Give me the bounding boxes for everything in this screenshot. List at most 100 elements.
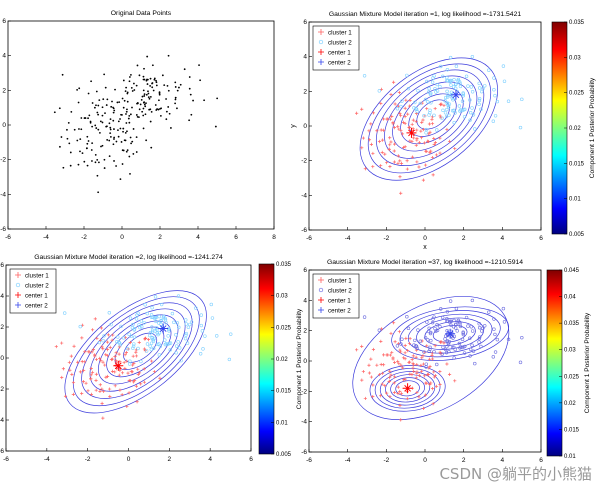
data-point: [424, 365, 428, 369]
axes-frame: [7, 20, 275, 230]
data-point: [395, 344, 400, 348]
data-point: [398, 389, 402, 394]
x-tick-label: 0: [423, 235, 427, 242]
data-point: [128, 80, 131, 83]
x-tick-label: 6: [539, 235, 543, 242]
y-tick-label: 2: [303, 88, 307, 95]
cluster-center-1: [402, 383, 413, 394]
data-point: [101, 338, 105, 343]
data-point: [403, 343, 407, 348]
data-point: [70, 372, 74, 377]
data-point: [131, 140, 134, 143]
data-point: [427, 326, 431, 331]
data-point: [125, 359, 129, 363]
y-tick-label: 2: [0, 324, 4, 331]
data-point: [405, 159, 409, 163]
y-tick-label: -4: [0, 191, 6, 198]
data-point: [393, 102, 397, 106]
data-point: [433, 87, 437, 91]
data-point: [89, 392, 94, 396]
data-point: [393, 375, 397, 379]
data-point: [501, 306, 506, 311]
data-point: [433, 141, 438, 145]
y-axis-label: y: [290, 124, 297, 128]
x-tick-label: 2: [462, 457, 466, 464]
data-point: [165, 342, 170, 346]
data-point: [108, 139, 111, 142]
data-point: [141, 95, 144, 98]
data-point: [121, 97, 124, 100]
data-point: [392, 149, 396, 153]
data-point: [411, 118, 415, 122]
data-point: [159, 302, 164, 307]
data-point: [119, 178, 122, 181]
colorbar-tick-label: 0.015: [276, 389, 292, 395]
data-point: [492, 87, 496, 92]
data-point: [468, 336, 472, 340]
data-point: [421, 354, 425, 358]
data-point: [80, 323, 85, 327]
data-point: [433, 344, 437, 348]
data-point: [68, 142, 71, 145]
data-point: [414, 344, 418, 348]
data-point: [415, 160, 419, 164]
data-point: [417, 165, 421, 169]
colorbar-tick-label: 0.02: [569, 126, 581, 132]
y-tick-label: -4: [301, 419, 307, 426]
data-point: [362, 315, 367, 319]
data-point: [139, 103, 142, 106]
data-point: [113, 128, 115, 130]
data-point: [420, 356, 424, 360]
data-point: [456, 79, 460, 83]
data-point: [96, 174, 99, 177]
data-point: [362, 74, 367, 78]
data-point: [416, 328, 420, 332]
data-point: [426, 338, 430, 342]
data-point: [54, 344, 58, 349]
contour-line: [432, 324, 468, 343]
x-tick-label: -6: [3, 456, 9, 463]
plot-area: [54, 290, 233, 420]
legend-label: center 2: [328, 60, 351, 67]
data-point: [105, 348, 110, 352]
y-tick-label: 6: [0, 262, 4, 269]
legend-symbol: [318, 307, 324, 313]
data-point: [161, 315, 166, 320]
data-point: [452, 77, 456, 82]
data-point: [86, 135, 89, 138]
data-point: [83, 160, 86, 163]
data-point: [428, 347, 432, 352]
data-point: [80, 359, 84, 364]
data-point: [125, 150, 128, 153]
data-point: [229, 332, 233, 336]
data-point: [69, 164, 72, 167]
data-point: [128, 76, 131, 78]
data-point: [109, 322, 113, 327]
data-point: [360, 344, 364, 348]
data-point: [177, 325, 181, 330]
data-point: [454, 322, 458, 326]
data-points: [355, 298, 524, 422]
data-point: [179, 358, 183, 363]
data-point: [124, 131, 127, 134]
legend-symbol: [318, 297, 324, 303]
data-point: [136, 311, 140, 315]
data-point: [176, 89, 179, 92]
data-point: [101, 106, 104, 109]
data-point: [421, 178, 426, 182]
chart-panel-3: -6 -4 -2 0 2 4 6 6 4 2 0 -2 -4 -6 Gaussian Mixture Mod…: [0, 254, 303, 463]
data-point: [143, 93, 146, 96]
data-point: [435, 323, 439, 327]
data-point: [518, 125, 523, 130]
legend-label: center 2: [328, 308, 351, 315]
data-point: [93, 106, 96, 109]
data-point: [128, 115, 131, 117]
contour-line: [379, 371, 436, 406]
data-point: [139, 359, 143, 364]
data-point: [172, 320, 176, 325]
data-point: [121, 336, 126, 340]
data-point: [129, 113, 132, 116]
contour-line: [352, 295, 510, 420]
data-point: [399, 363, 403, 367]
data-point: [398, 403, 402, 408]
